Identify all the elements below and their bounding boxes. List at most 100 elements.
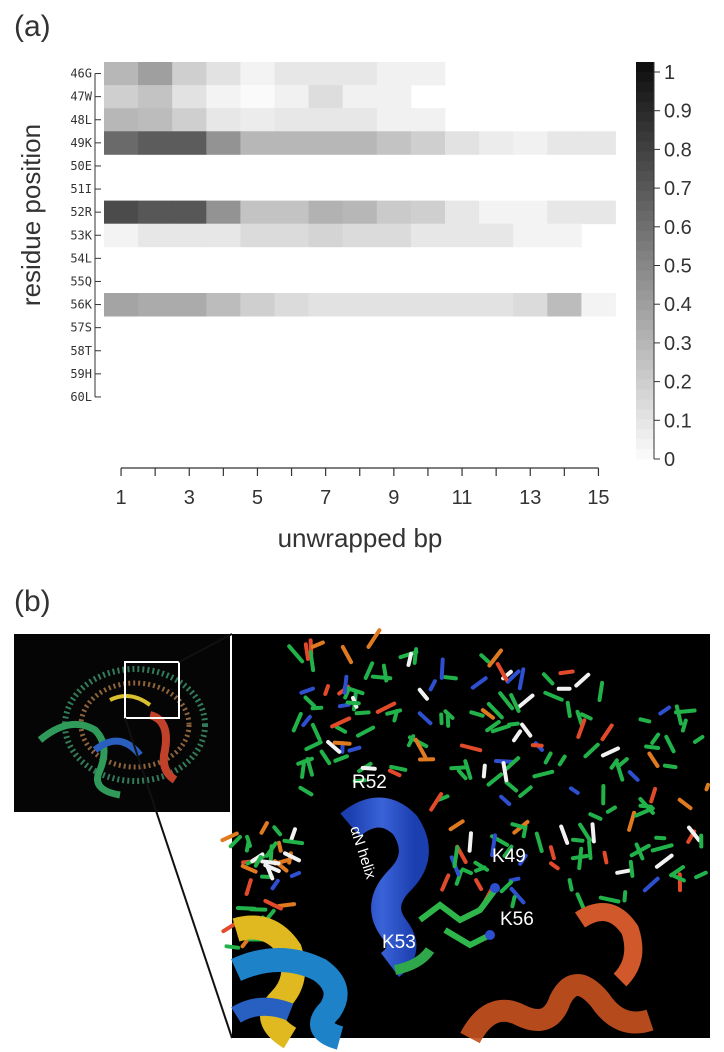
heatmap-cell bbox=[240, 108, 275, 132]
colorbar-swatch bbox=[636, 389, 654, 400]
heatmap-cell bbox=[104, 223, 139, 248]
dna-stick bbox=[463, 759, 473, 780]
column-tick-label: 9 bbox=[388, 487, 399, 509]
heatmap-cell bbox=[410, 293, 446, 317]
colorbar-swatch bbox=[636, 161, 654, 172]
colorbar-swatch bbox=[636, 141, 654, 152]
dna-stick bbox=[370, 674, 393, 681]
colorbar-swatch bbox=[636, 200, 654, 212]
dna-stick bbox=[495, 662, 509, 682]
label-k49: K49 bbox=[492, 846, 526, 867]
heatmap-cell bbox=[445, 223, 480, 248]
alpha-n-helix bbox=[340, 797, 435, 977]
dna-stick bbox=[413, 737, 428, 759]
colorbar-swatch bbox=[636, 220, 654, 232]
dna-stick bbox=[270, 878, 280, 891]
dna-stick bbox=[575, 892, 587, 912]
heatmap-cell bbox=[172, 293, 207, 317]
dna-stick bbox=[485, 720, 501, 733]
heatmap-cell bbox=[138, 223, 173, 248]
colorbar-tick-label: 0.5 bbox=[664, 256, 692, 278]
heatmap-cell bbox=[479, 200, 514, 225]
heatmap-cell bbox=[172, 200, 207, 225]
heatmap-cell bbox=[513, 200, 548, 225]
y-axis-title: residue position bbox=[16, 124, 46, 306]
colorbar-swatch bbox=[636, 191, 654, 202]
heatmap-cell bbox=[172, 223, 207, 248]
dna-stick bbox=[600, 723, 614, 742]
heatmap-cell bbox=[581, 131, 616, 155]
dna-stick bbox=[693, 735, 705, 744]
colorbar-tick-label: 0.7 bbox=[664, 178, 692, 200]
zoom-region-box bbox=[124, 661, 180, 719]
dna-stick bbox=[627, 770, 640, 782]
dna-stick bbox=[342, 685, 365, 696]
row-tick-label: 59H bbox=[70, 367, 92, 381]
heatmap-cell bbox=[342, 62, 378, 86]
dna-stick bbox=[272, 825, 283, 837]
dna-stick bbox=[510, 822, 525, 830]
dna-stick bbox=[220, 831, 239, 843]
dna-stick bbox=[520, 722, 533, 738]
dna-stick bbox=[224, 944, 241, 950]
dna-stick bbox=[694, 870, 708, 880]
dna-stick bbox=[244, 878, 253, 896]
dna-stick bbox=[534, 831, 544, 853]
heatmap-cell bbox=[240, 223, 275, 248]
dna-stick bbox=[337, 702, 351, 709]
heatmap-cell bbox=[104, 131, 139, 155]
dna-stick bbox=[301, 714, 312, 728]
dna-stick bbox=[650, 843, 674, 853]
dna-stick bbox=[260, 859, 281, 866]
dna-stick bbox=[622, 890, 628, 903]
heatmap-cell bbox=[410, 200, 446, 225]
dna-stick bbox=[490, 724, 511, 734]
heatmap-cell bbox=[240, 131, 275, 155]
heatmap-cell bbox=[172, 131, 207, 155]
colorbar-swatch bbox=[636, 429, 654, 440]
dna-stick bbox=[629, 843, 651, 858]
column-tick-label: 1 bbox=[115, 487, 126, 509]
heatmap-cell bbox=[479, 293, 514, 317]
colorbar-swatch bbox=[636, 449, 654, 460]
column-tick-label: 7 bbox=[320, 487, 331, 509]
dna-stick bbox=[308, 650, 316, 673]
heatmap-cell bbox=[581, 293, 616, 317]
heatmap-cell bbox=[308, 200, 344, 225]
dna-stick bbox=[263, 898, 283, 911]
dna-stick bbox=[333, 754, 349, 763]
structure-zoom-view: R52 K49 K56 K53 αN helix bbox=[220, 628, 710, 1050]
heatmap-cell bbox=[342, 200, 378, 225]
heatmap-cell bbox=[274, 200, 309, 225]
dna-stick bbox=[366, 628, 382, 649]
dna-stick bbox=[282, 838, 305, 846]
dna-stick bbox=[549, 861, 560, 871]
dna-stick bbox=[300, 759, 307, 779]
colorbar: 1 0.9 0.8 0.7 0.6 0.5 0.4 0.3 0.2 0.1 0 bbox=[636, 62, 692, 471]
colorbar-swatch bbox=[636, 210, 654, 222]
heatmap-cell bbox=[172, 108, 207, 132]
dna-stick bbox=[429, 792, 444, 812]
dna-stick bbox=[352, 778, 367, 784]
dna-stick bbox=[486, 702, 504, 720]
colorbar-swatch bbox=[636, 250, 654, 262]
dna-stick bbox=[240, 938, 250, 949]
dna-stick bbox=[503, 756, 521, 772]
colorbar-swatch bbox=[636, 270, 654, 281]
dna-stick bbox=[704, 782, 710, 792]
dna-stick bbox=[507, 721, 520, 727]
heatmap-cell bbox=[376, 85, 412, 109]
dna-stick bbox=[228, 835, 242, 849]
dna-stick bbox=[428, 679, 437, 692]
panel-b-label: (b) bbox=[14, 585, 51, 618]
colorbar-swatch bbox=[636, 369, 654, 381]
dna-stick bbox=[570, 854, 589, 861]
colorbar-swatch bbox=[636, 260, 654, 271]
dna-stick bbox=[627, 810, 637, 832]
heatmap-cell bbox=[376, 200, 412, 225]
row-tick-label: 48L bbox=[70, 113, 92, 127]
dna-stick bbox=[628, 859, 635, 878]
heatmap-cell bbox=[342, 85, 378, 109]
colorbar-swatch bbox=[636, 71, 654, 83]
dna-stick bbox=[558, 669, 575, 676]
